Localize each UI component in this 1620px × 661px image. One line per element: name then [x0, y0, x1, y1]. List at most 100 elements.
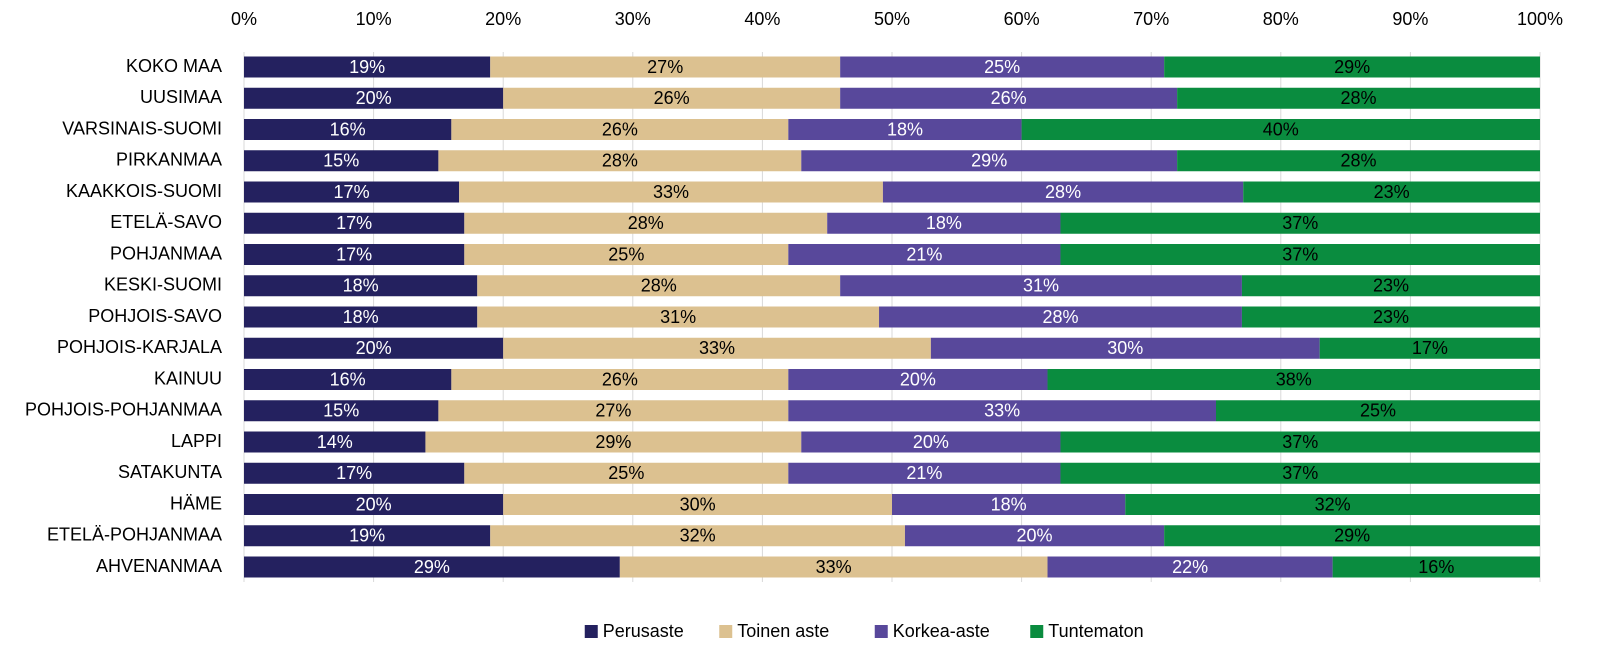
bar-segment [244, 212, 465, 234]
bar-segment [464, 244, 789, 265]
data-label: 15% [323, 401, 359, 421]
bar-segment [244, 462, 465, 484]
bar-segment [244, 150, 439, 172]
bar-segment [788, 369, 1048, 390]
bar-segment [425, 431, 802, 453]
bar-segment [1164, 56, 1540, 78]
data-label: 18% [343, 276, 379, 296]
y-tick-label: VARSINAIS-SUOMI [62, 118, 222, 138]
bar-segment [244, 87, 504, 109]
data-label: 16% [1418, 557, 1454, 577]
data-label: 18% [343, 307, 379, 327]
y-tick-label: KOKO MAA [126, 56, 222, 76]
bar-segment [1164, 525, 1540, 547]
bar-segment [788, 244, 1061, 265]
bar-segment [244, 494, 504, 515]
y-tick-label: ETELÄ-SAVO [110, 212, 222, 232]
data-label: 17% [336, 244, 372, 264]
data-label: 26% [991, 88, 1027, 108]
y-tick-label: KAINUU [154, 368, 222, 388]
bar-segment [788, 462, 1061, 484]
data-label: 30% [680, 494, 716, 514]
bar-segment [490, 525, 905, 547]
data-label: 33% [984, 401, 1020, 421]
data-label: 14% [317, 432, 353, 452]
bar-segment [1047, 369, 1540, 390]
x-tick-label: 0% [231, 9, 257, 29]
legend-swatch [874, 625, 888, 638]
data-label: 20% [1017, 526, 1053, 546]
bar-segment [503, 87, 841, 109]
data-label: 29% [1334, 57, 1370, 77]
bar-segment [840, 87, 1178, 109]
data-label: 20% [356, 338, 392, 358]
data-label: 17% [336, 463, 372, 483]
bar-segment [244, 556, 620, 578]
data-label: 37% [1282, 432, 1318, 452]
data-label: 16% [330, 369, 366, 389]
x-tick-label: 80% [1263, 9, 1299, 29]
data-label: 26% [602, 369, 638, 389]
data-label: 18% [887, 119, 923, 139]
bar-segment [840, 56, 1165, 78]
data-label: 28% [1341, 88, 1377, 108]
data-label: 29% [971, 151, 1007, 171]
data-label: 27% [647, 57, 683, 77]
bar-segment [464, 212, 828, 234]
bar-segment [1319, 337, 1540, 359]
x-tick-label: 10% [356, 9, 392, 29]
bar-segment [244, 306, 478, 328]
y-tick-label: KESKI-SUOMI [104, 275, 222, 295]
y-tick-label: SATAKUNTA [118, 462, 222, 482]
y-tick-label: POHJOIS-KARJALA [57, 337, 222, 357]
data-label: 26% [654, 88, 690, 108]
bar-segment [788, 400, 1216, 422]
x-tick-label: 70% [1133, 9, 1169, 29]
data-label: 40% [1263, 119, 1299, 139]
bar-segment [1060, 244, 1540, 265]
data-label: 25% [1360, 401, 1396, 421]
data-label: 38% [1276, 369, 1312, 389]
bar-segment [619, 556, 1048, 578]
x-tick-label: 30% [615, 9, 651, 29]
bar-segment [801, 431, 1061, 453]
legend-label: Tuntematon [1048, 621, 1143, 641]
bar-segment [1243, 181, 1540, 203]
bar-segment [1060, 431, 1540, 453]
data-label: 31% [660, 307, 696, 327]
bar-segment [1125, 494, 1540, 515]
bar-segment [1216, 400, 1540, 422]
bar-segment [503, 494, 892, 515]
data-label: 30% [1107, 338, 1143, 358]
bar-segment [477, 306, 880, 328]
bar-segment [244, 244, 465, 265]
bar-segment [438, 400, 789, 422]
bar-segment [1047, 556, 1333, 578]
bar-segment [244, 369, 452, 390]
bar-segment [459, 181, 883, 203]
legend-label: Perusaste [603, 621, 684, 641]
data-label: 23% [1373, 276, 1409, 296]
data-label: 20% [900, 369, 936, 389]
bar-segment [892, 494, 1126, 515]
bar-segment [244, 181, 460, 203]
data-label: 25% [608, 463, 644, 483]
bar-segment [1332, 556, 1540, 578]
bar-segment [1021, 119, 1540, 140]
bar-segment [244, 119, 452, 140]
data-label: 28% [628, 213, 664, 233]
data-label: 37% [1282, 213, 1318, 233]
x-tick-label: 60% [1004, 9, 1040, 29]
data-label: 17% [1412, 338, 1448, 358]
data-label: 28% [602, 151, 638, 171]
x-tick-label: 40% [744, 9, 780, 29]
data-label: 21% [906, 463, 942, 483]
bar-segment [244, 56, 491, 78]
legend-label: Korkea-aste [893, 621, 990, 641]
data-label: 28% [641, 276, 677, 296]
bar-segment [244, 400, 439, 422]
x-tick-label: 100% [1517, 9, 1563, 29]
data-label: 20% [356, 88, 392, 108]
data-label: 27% [595, 401, 631, 421]
